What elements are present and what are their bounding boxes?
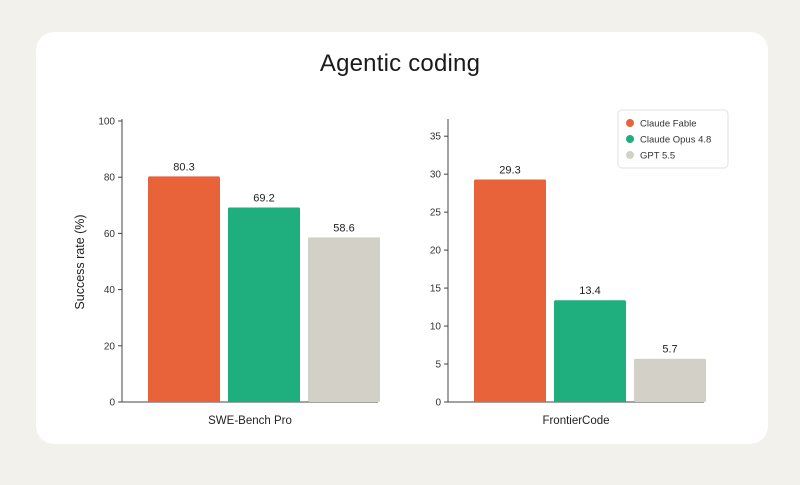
y-tick-label: 25 — [430, 208, 442, 219]
x-category-label: SWE-Bench Pro — [208, 415, 292, 427]
y-tick-label: 60 — [104, 229, 116, 240]
y-tick-label: 100 — [98, 117, 115, 128]
bar-value-label: 80.3 — [173, 161, 194, 173]
x-category-label: FrontierCode — [542, 415, 609, 427]
bar-value-label: 5.7 — [662, 344, 677, 356]
legend-swatch — [626, 119, 634, 127]
y-tick-label: 10 — [430, 322, 442, 333]
y-tick-label: 0 — [109, 398, 115, 409]
y-tick-label: 5 — [435, 360, 441, 371]
legend-swatch — [626, 151, 634, 159]
bar — [148, 176, 220, 402]
y-tick-label: 20 — [104, 341, 116, 352]
y-axis-title: Success rate (%) — [73, 214, 87, 309]
legend-box — [617, 109, 729, 169]
bar — [308, 237, 380, 402]
y-tick-label: 0 — [435, 398, 441, 409]
page-title: Agentic coding — [319, 50, 481, 77]
y-tick-label: 15 — [430, 284, 442, 295]
bar — [474, 179, 546, 402]
bar — [228, 207, 300, 402]
y-tick-label: 35 — [430, 132, 442, 143]
legend-swatch — [626, 135, 634, 143]
legend-label: Claude Opus 4.8 — [640, 135, 711, 146]
y-tick-label: 30 — [430, 170, 442, 181]
bar-value-label: 13.4 — [579, 285, 600, 297]
bar — [634, 358, 706, 402]
legend-label: GPT 5.5 — [640, 151, 675, 162]
bar-value-label: 69.2 — [253, 193, 274, 205]
y-tick-label: 20 — [430, 246, 442, 257]
y-tick-label: 80 — [104, 173, 116, 184]
legend-label: Claude Fable — [640, 119, 697, 130]
y-tick-label: 40 — [104, 285, 116, 296]
bar-value-label: 58.6 — [333, 222, 354, 234]
bar-value-label: 29.3 — [499, 164, 520, 176]
bar — [554, 300, 626, 402]
